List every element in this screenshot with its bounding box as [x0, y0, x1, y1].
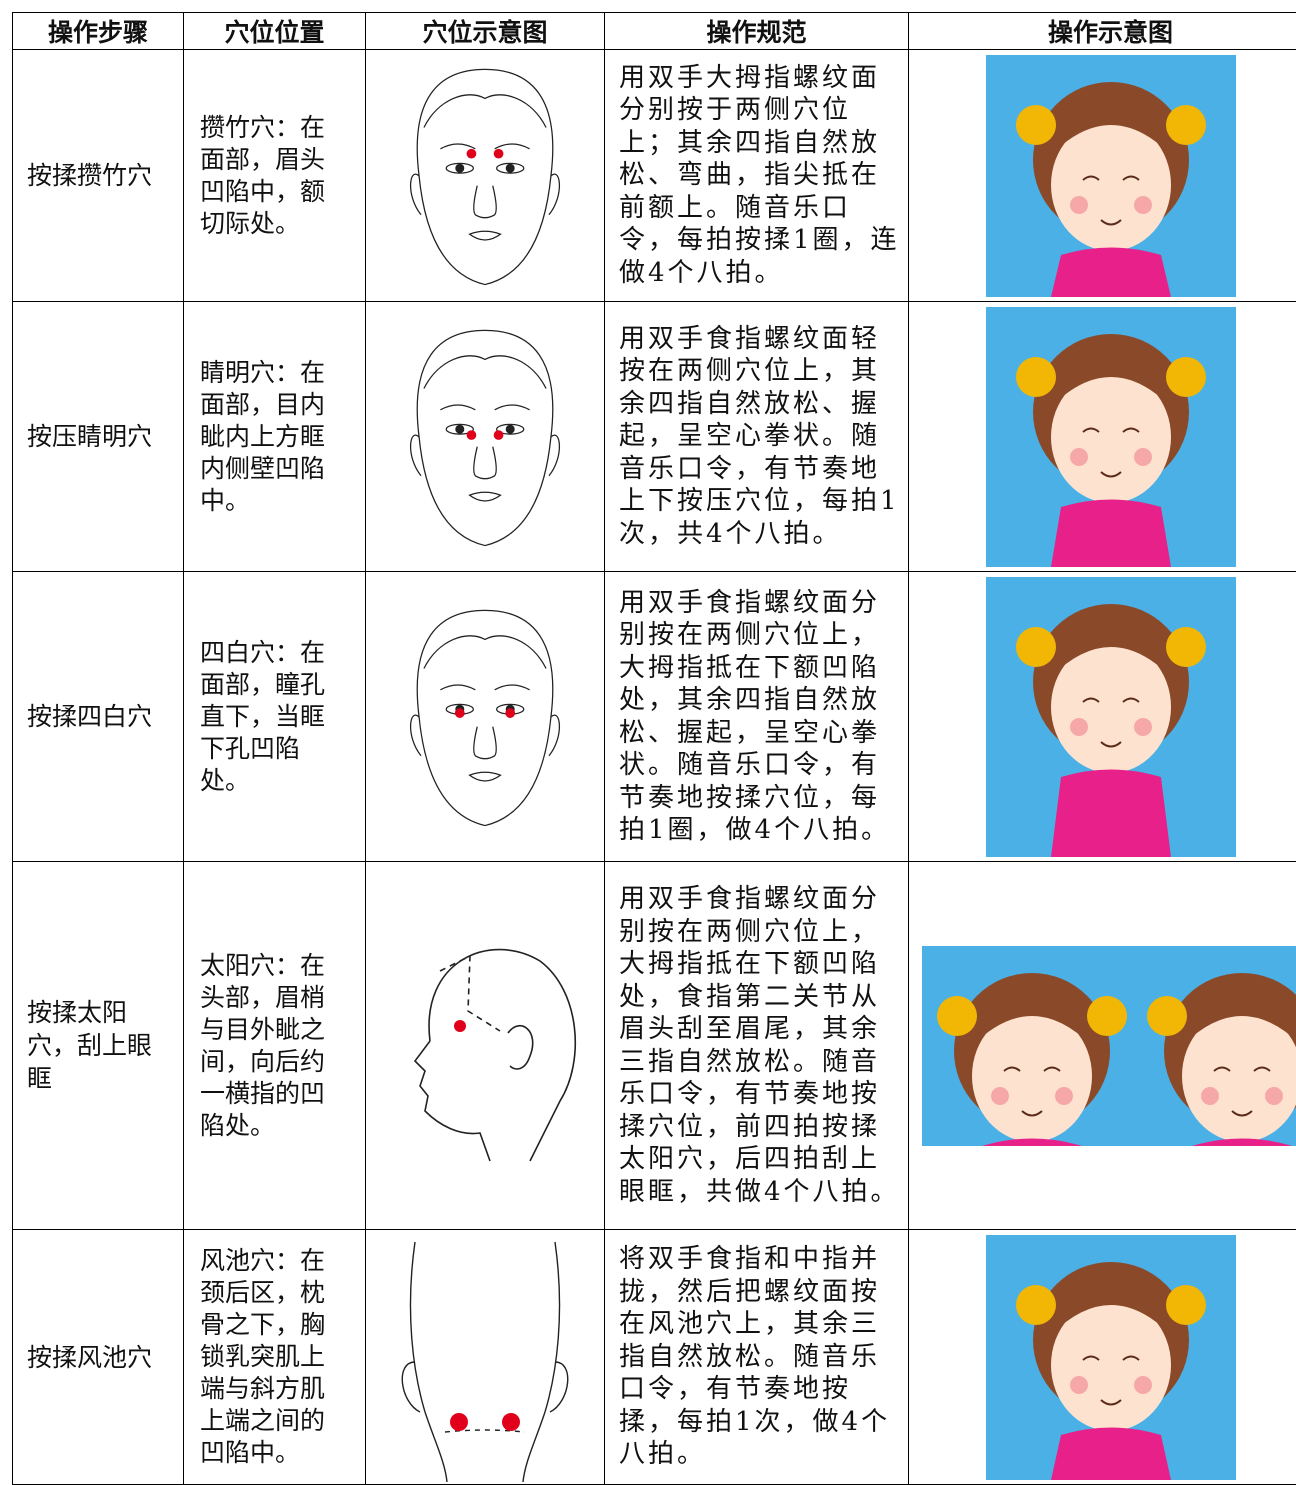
table-row: 按揉四白穴四白穴：在面部，瞳孔直下，当眶下孔凹陷处。 用双手食指螺纹面分别按在两…: [13, 572, 1296, 862]
figure-cell: [909, 862, 1296, 1230]
back-head-drawing: [385, 1232, 585, 1482]
figure-cell: [366, 302, 605, 572]
figure-cell: [909, 1230, 1296, 1485]
text-cell: 按揉攒竹穴: [13, 50, 184, 302]
header-cell: 穴位示意图: [366, 13, 605, 50]
text-cell: 按揉四白穴: [13, 572, 184, 862]
operation-illustration: [986, 55, 1236, 297]
figure-cell: [909, 302, 1296, 572]
table-row: 按揉攒竹穴攒竹穴：在面部，眉头凹陷中，额切际处。 用双手大拇指螺纹面分别按于两侧…: [13, 50, 1296, 302]
figure-cell: [366, 1230, 605, 1485]
header-cell: 穴位位置: [184, 13, 366, 50]
side-head-drawing: [380, 921, 590, 1171]
text-cell: 将双手食指和中指并拢，然后把螺纹面按在风池穴上，其余三指自然放松。随音乐口令，有…: [605, 1230, 909, 1485]
figure-cell: [366, 862, 605, 1230]
figure-cell: [366, 572, 605, 862]
text-cell: 用双手食指螺纹面分别按在两侧穴位上，大拇指抵在下额凹陷处，其余四指自然放松、握起…: [605, 572, 909, 862]
face-drawing: [390, 317, 580, 557]
text-cell: 按揉太阳穴，刮上眼眶: [13, 862, 184, 1230]
text-cell: 按揉风池穴: [13, 1230, 184, 1485]
table-row: 按揉太阳穴，刮上眼眶太阳穴：在头部，眉梢与目外眦之间，向后约一横指的凹陷处。 用…: [13, 862, 1296, 1230]
acupoint-table: 操作步骤 穴位位置 穴位示意图 操作规范 操作示意图 按揉攒竹穴攒竹穴：在面部，…: [12, 12, 1296, 1485]
face-drawing: [390, 56, 580, 296]
text-cell: 按压睛明穴: [13, 302, 184, 572]
operation-illustration: [922, 946, 1296, 1146]
text-cell: 四白穴：在面部，瞳孔直下，当眶下孔凹陷处。: [184, 572, 366, 862]
operation-illustration: [986, 577, 1236, 857]
text-cell: 睛明穴：在面部，目内眦内上方眶内侧壁凹陷中。: [184, 302, 366, 572]
table-body: 按揉攒竹穴攒竹穴：在面部，眉头凹陷中，额切际处。 用双手大拇指螺纹面分别按于两侧…: [13, 50, 1296, 1485]
operation-illustration: [986, 1235, 1236, 1480]
text-cell: 用双手食指螺纹面轻按在两侧穴位上，其余四指自然放松、握起，呈空心拳状。随音乐口令…: [605, 302, 909, 572]
figure-cell: [909, 50, 1296, 302]
text-cell: 用双手食指螺纹面分别按在两侧穴位上，大拇指抵在下额凹陷处，食指第二关节从眉头刮至…: [605, 862, 909, 1230]
operation-illustration: [986, 307, 1236, 567]
table-row: 按揉风池穴风池穴：在颈后区，枕骨之下，胸锁乳突肌上端与斜方肌上端之间的凹陷中。 …: [13, 1230, 1296, 1485]
figure-cell: [366, 50, 605, 302]
face-drawing: [390, 597, 580, 837]
text-cell: 风池穴：在颈后区，枕骨之下，胸锁乳突肌上端与斜方肌上端之间的凹陷中。: [184, 1230, 366, 1485]
text-cell: 攒竹穴：在面部，眉头凹陷中，额切际处。: [184, 50, 366, 302]
header-row: 操作步骤 穴位位置 穴位示意图 操作规范 操作示意图: [13, 13, 1296, 50]
header-cell: 操作步骤: [13, 13, 184, 50]
header-cell: 操作示意图: [909, 13, 1296, 50]
text-cell: 用双手大拇指螺纹面分别按于两侧穴位上；其余四指自然放松、弯曲，指尖抵在前额上。随…: [605, 50, 909, 302]
figure-cell: [909, 572, 1296, 862]
table-row: 按压睛明穴睛明穴：在面部，目内眦内上方眶内侧壁凹陷中。 用双手食指螺纹面轻按在两…: [13, 302, 1296, 572]
text-cell: 太阳穴：在头部，眉梢与目外眦之间，向后约一横指的凹陷处。: [184, 862, 366, 1230]
header-cell: 操作规范: [605, 13, 909, 50]
